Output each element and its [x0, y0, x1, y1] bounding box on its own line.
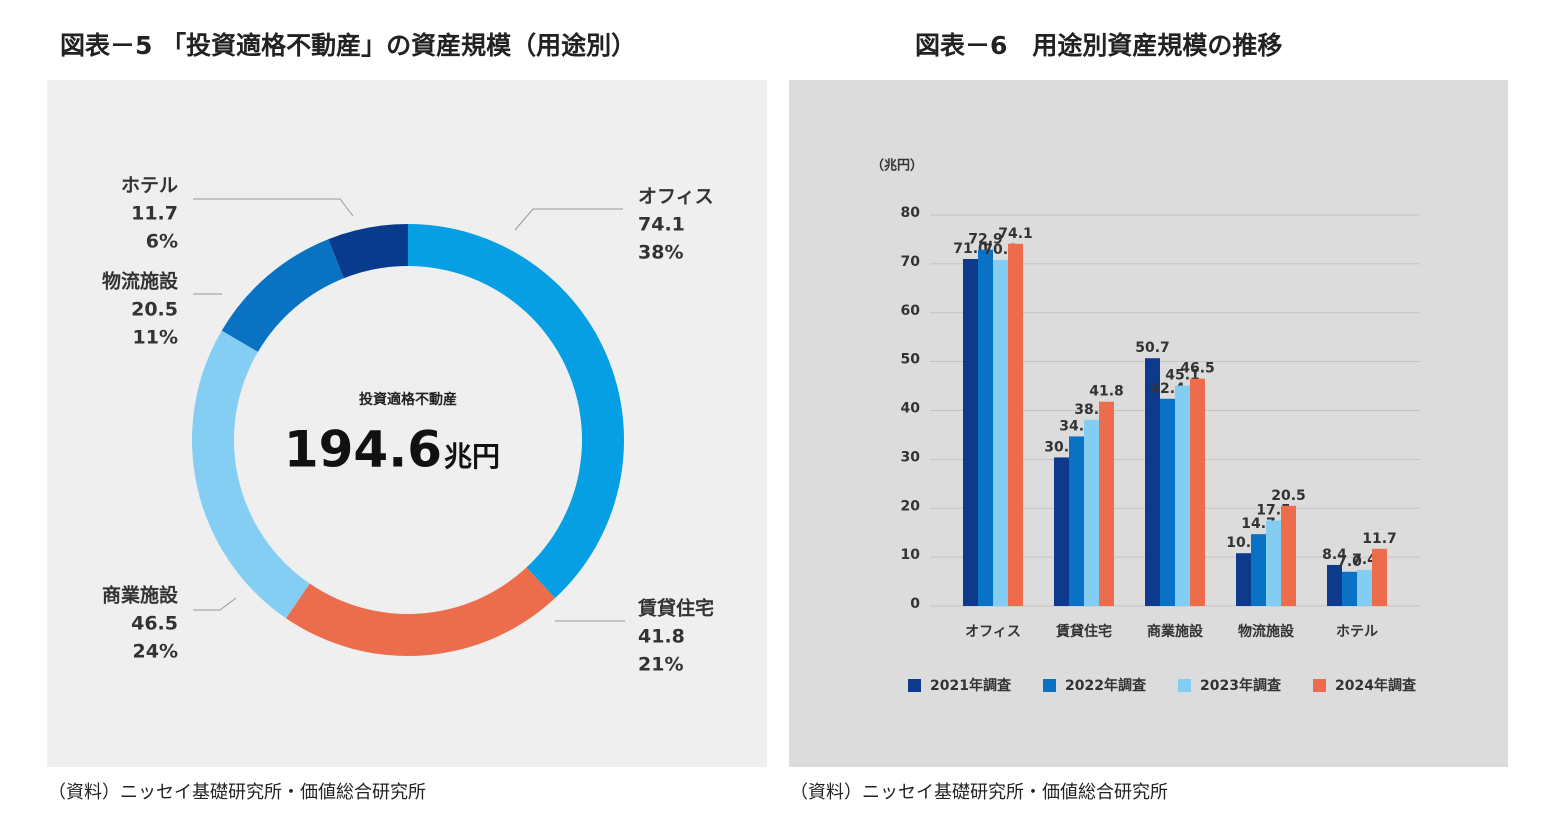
legend-label: 2023年調査 — [1200, 677, 1282, 694]
legend-label: 2021年調査 — [930, 677, 1012, 694]
total: 194.6 — [284, 421, 442, 479]
data-label: 41.8 — [1089, 384, 1124, 400]
chart-title: 図表－6 用途別資産規模の推移 — [915, 31, 1282, 60]
leader-line — [193, 597, 237, 611]
legend-swatch — [908, 679, 921, 692]
bar — [1251, 534, 1266, 606]
y-tick-label: 20 — [901, 498, 921, 514]
donut-segment — [408, 224, 624, 599]
bar — [1357, 569, 1372, 606]
x-tick-label: 物流施設 — [1238, 623, 1295, 640]
bar — [1145, 358, 1160, 606]
leader-line — [514, 208, 623, 231]
bar — [1054, 457, 1069, 606]
center-label: 投資適格不動産 — [359, 391, 457, 408]
bar — [1008, 243, 1023, 606]
share-label: 21% — [638, 654, 683, 676]
legend-label: 2024年調査 — [1335, 677, 1417, 694]
data-label: 72.9 — [968, 232, 1003, 248]
bar — [1099, 401, 1114, 606]
legend-label: 2022年調査 — [1065, 677, 1147, 694]
category-label: オフィス — [638, 186, 714, 208]
x-tick-label: オフィス — [965, 624, 1021, 640]
bar — [1069, 436, 1084, 606]
donut-segment — [221, 239, 344, 352]
y-tick-label: 40 — [901, 401, 921, 417]
bar — [963, 258, 978, 606]
x-tick-label: 商業施設 — [1147, 623, 1204, 640]
source: （資料）ニッセイ基礎研究所・価値総合研究所 — [790, 782, 1168, 803]
donut-segment — [285, 567, 556, 657]
bar — [1372, 548, 1387, 606]
bar — [1175, 385, 1190, 606]
category-label: 賃貸住宅 — [637, 597, 714, 620]
legend-swatch — [1313, 679, 1326, 692]
data-label: 50.7 — [1135, 340, 1170, 356]
bar — [1190, 378, 1205, 606]
chart-title: 図表－5 「投資適格不動産」の資産規模（用途別） — [60, 31, 636, 60]
legend-swatch — [1043, 679, 1056, 692]
value-label: 11.7 — [131, 203, 178, 225]
y-tick-label: 60 — [901, 303, 921, 319]
share-label: 11% — [133, 327, 178, 349]
category-label: 物流施設 — [102, 270, 179, 293]
value-label: 46.5 — [131, 613, 178, 635]
y-tick-label: 30 — [901, 449, 921, 465]
y-tick-label: 10 — [901, 547, 921, 563]
y-tick-label: 70 — [901, 254, 921, 270]
y-tick-label: 80 — [901, 205, 921, 221]
total-unit: 兆円 — [444, 440, 500, 473]
donut-segment — [328, 224, 408, 279]
y-tick-label: 0 — [910, 596, 920, 612]
bar — [1281, 505, 1296, 606]
x-tick-label: ホテル — [1336, 624, 1378, 640]
bar — [993, 259, 1008, 606]
share-label: 38% — [638, 242, 683, 264]
donut-segment — [191, 330, 310, 619]
leader-line — [193, 198, 354, 217]
x-tick-label: 賃貸住宅 — [1055, 623, 1112, 640]
share-label: 24% — [133, 641, 178, 663]
share-label: 6% — [146, 231, 178, 253]
y-tick-label: 50 — [901, 352, 921, 368]
data-label: 8.4 — [1322, 547, 1347, 563]
legend-swatch — [1178, 679, 1191, 692]
data-label: 11.7 — [1362, 531, 1397, 547]
data-label: 74.1 — [998, 226, 1033, 242]
category-label: ホテル — [121, 175, 178, 197]
data-label: 7.4 — [1352, 552, 1377, 568]
bar — [1160, 398, 1175, 606]
value-label: 20.5 — [131, 299, 178, 321]
source: （資料）ニッセイ基礎研究所・価値総合研究所 — [48, 782, 426, 803]
data-label: 7.0 — [1337, 554, 1362, 570]
bar — [1342, 571, 1357, 606]
bar — [1084, 419, 1099, 606]
y-axis-label: （兆円） — [871, 158, 923, 174]
bar — [1236, 553, 1251, 606]
bar — [1266, 520, 1281, 606]
category-label: 商業施設 — [102, 584, 179, 607]
value-label: 41.8 — [638, 626, 685, 648]
data-label: 20.5 — [1271, 488, 1306, 504]
value-label: 74.1 — [638, 214, 685, 236]
data-label: 46.5 — [1180, 361, 1215, 377]
bar — [1327, 564, 1342, 606]
bar — [978, 249, 993, 607]
